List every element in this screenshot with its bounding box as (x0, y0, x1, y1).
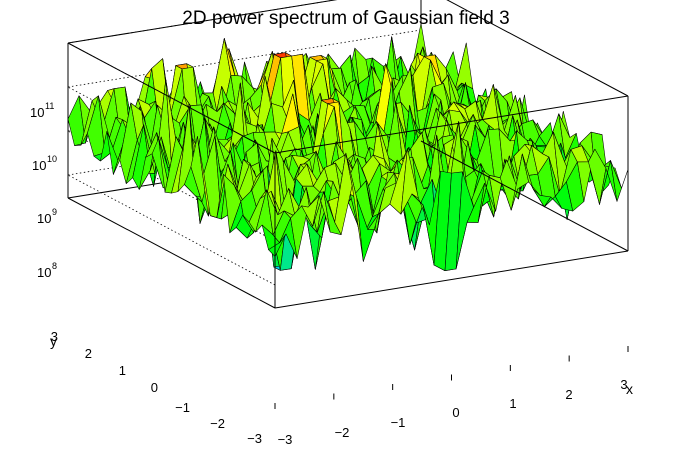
y-axis-label: y (50, 333, 57, 349)
y-axis-ticks: −3 −2 −1 0 1 2 3 y (50, 329, 262, 446)
z-tick-base: 10 (37, 211, 51, 226)
surface-facet (455, 42, 474, 90)
z-tick-exp: 8 (52, 261, 57, 271)
y-tick-label: −2 (210, 416, 225, 431)
z-tick-exp: 10 (47, 154, 57, 164)
z-tick-label-1e11: 10 11 (30, 101, 54, 120)
x-tick-label: −1 (391, 415, 406, 430)
surface-mesh (67, 23, 629, 271)
y-tick-label: 1 (119, 363, 126, 378)
y-tick-label: −1 (175, 400, 190, 415)
front-frame (67, 0, 629, 409)
right-top-edge (446, 0, 629, 97)
z-tick-base: 10 (32, 158, 46, 173)
x-axis-line (274, 250, 629, 309)
z-tick-base: 10 (30, 105, 44, 120)
front-top-edge (274, 95, 629, 154)
z-tick-label-1e8: 10 8 (37, 261, 57, 280)
left-top-edge (67, 42, 276, 154)
z-gridline-left-wall (67, 174, 276, 286)
x-axis-ticks: −3 −2 −1 0 1 2 3 x (278, 377, 633, 447)
y-tick-label: 0 (151, 380, 158, 395)
x-axis-label: x (626, 381, 633, 397)
z-tick-exp: 11 (45, 101, 54, 111)
z-tick-label-1e9: 10 9 (37, 207, 57, 226)
z-tick-label-1e10: 10 10 (32, 154, 57, 173)
chart-title: 2D power spectrum of Gaussian field 3 (182, 8, 509, 29)
z-tick-exp: 9 (52, 207, 57, 217)
left-bottom-edge (67, 197, 276, 309)
y-tick-label: 2 (85, 346, 92, 361)
y-tick-label: −3 (247, 431, 262, 446)
x-tick-label: −2 (335, 425, 350, 440)
x-tick-label: 2 (565, 387, 572, 402)
surface-facet (610, 160, 629, 202)
x-tick-label: 0 (452, 405, 459, 420)
x-tick-label: 1 (509, 396, 516, 411)
x-tick-label: −3 (278, 432, 293, 447)
x-tick-label: 3 (620, 377, 627, 392)
z-tick-base: 10 (37, 265, 51, 280)
y-tick-label: 3 (51, 329, 58, 344)
right-bottom-edge (420, 140, 629, 252)
back-top-edge (67, 0, 338, 44)
z-axis-ticks: 10 8 10 9 10 10 10 11 (30, 101, 57, 280)
